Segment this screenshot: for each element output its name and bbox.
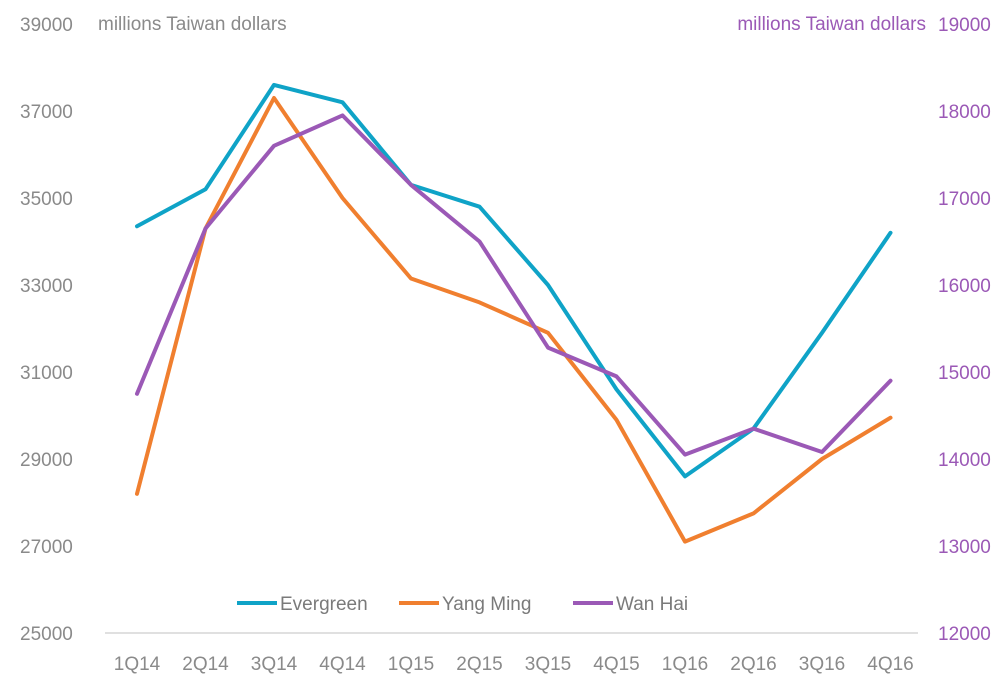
- x-tick-label: 1Q16: [662, 654, 708, 675]
- right-axis-ticks: 12000 13000 14000 15000 16000 17000 18000 19000: [938, 15, 991, 645]
- x-tick-label: 3Q14: [251, 654, 298, 675]
- x-axis-ticks: 1Q14 2Q14 3Q14 4Q14 1Q15 2Q15 3Q15 4Q15 1Q16 2Q16…: [114, 654, 914, 675]
- legend-label: Evergreen: [280, 594, 368, 615]
- x-tick-label: 3Q15: [525, 654, 571, 675]
- left-tick-label: 31000: [20, 363, 73, 384]
- x-tick-label: 2Q14: [182, 654, 229, 675]
- left-tick-label: 39000: [20, 15, 73, 36]
- left-tick-label: 29000: [20, 450, 73, 471]
- series-lines: [135, 82, 893, 544]
- right-tick-label: 18000: [938, 102, 991, 123]
- legend-label: Yang Ming: [442, 594, 531, 615]
- series-line-evergreen: [135, 82, 893, 479]
- x-tick-label: 1Q14: [114, 654, 161, 675]
- right-tick-label: 17000: [938, 189, 991, 210]
- x-tick-label: 4Q16: [867, 654, 913, 675]
- left-tick-label: 27000: [20, 537, 73, 558]
- x-tick-label: 2Q16: [730, 654, 776, 675]
- x-tick-label: 4Q14: [319, 654, 366, 675]
- right-tick-label: 15000: [938, 363, 991, 384]
- right-tick-label: 14000: [938, 450, 991, 471]
- left-tick-label: 37000: [20, 102, 73, 123]
- x-tick-label: 3Q16: [799, 654, 845, 675]
- legend-label: Wan Hai: [616, 594, 688, 615]
- right-tick-label: 12000: [938, 624, 991, 645]
- legend: Evergreen Yang Ming Wan Hai: [237, 594, 688, 615]
- right-tick-label: 16000: [938, 276, 991, 297]
- left-tick-label: 33000: [20, 276, 73, 297]
- right-tick-label: 19000: [938, 15, 991, 36]
- left-axis-ticks: 25000 27000 29000 31000 33000 35000 37000 39000: [20, 15, 73, 645]
- left-tick-label: 25000: [20, 624, 73, 645]
- x-tick-label: 1Q15: [388, 654, 434, 675]
- left-axis-unit-label: millions Taiwan dollars: [98, 14, 287, 35]
- series-line-yang-ming: [135, 96, 893, 544]
- right-axis-unit-label: millions Taiwan dollars: [737, 14, 926, 35]
- x-tick-label: 2Q15: [456, 654, 502, 675]
- series-line-wan-hai: [135, 113, 893, 457]
- right-tick-label: 13000: [938, 537, 991, 558]
- left-tick-label: 35000: [20, 189, 73, 210]
- x-tick-label: 4Q15: [593, 654, 639, 675]
